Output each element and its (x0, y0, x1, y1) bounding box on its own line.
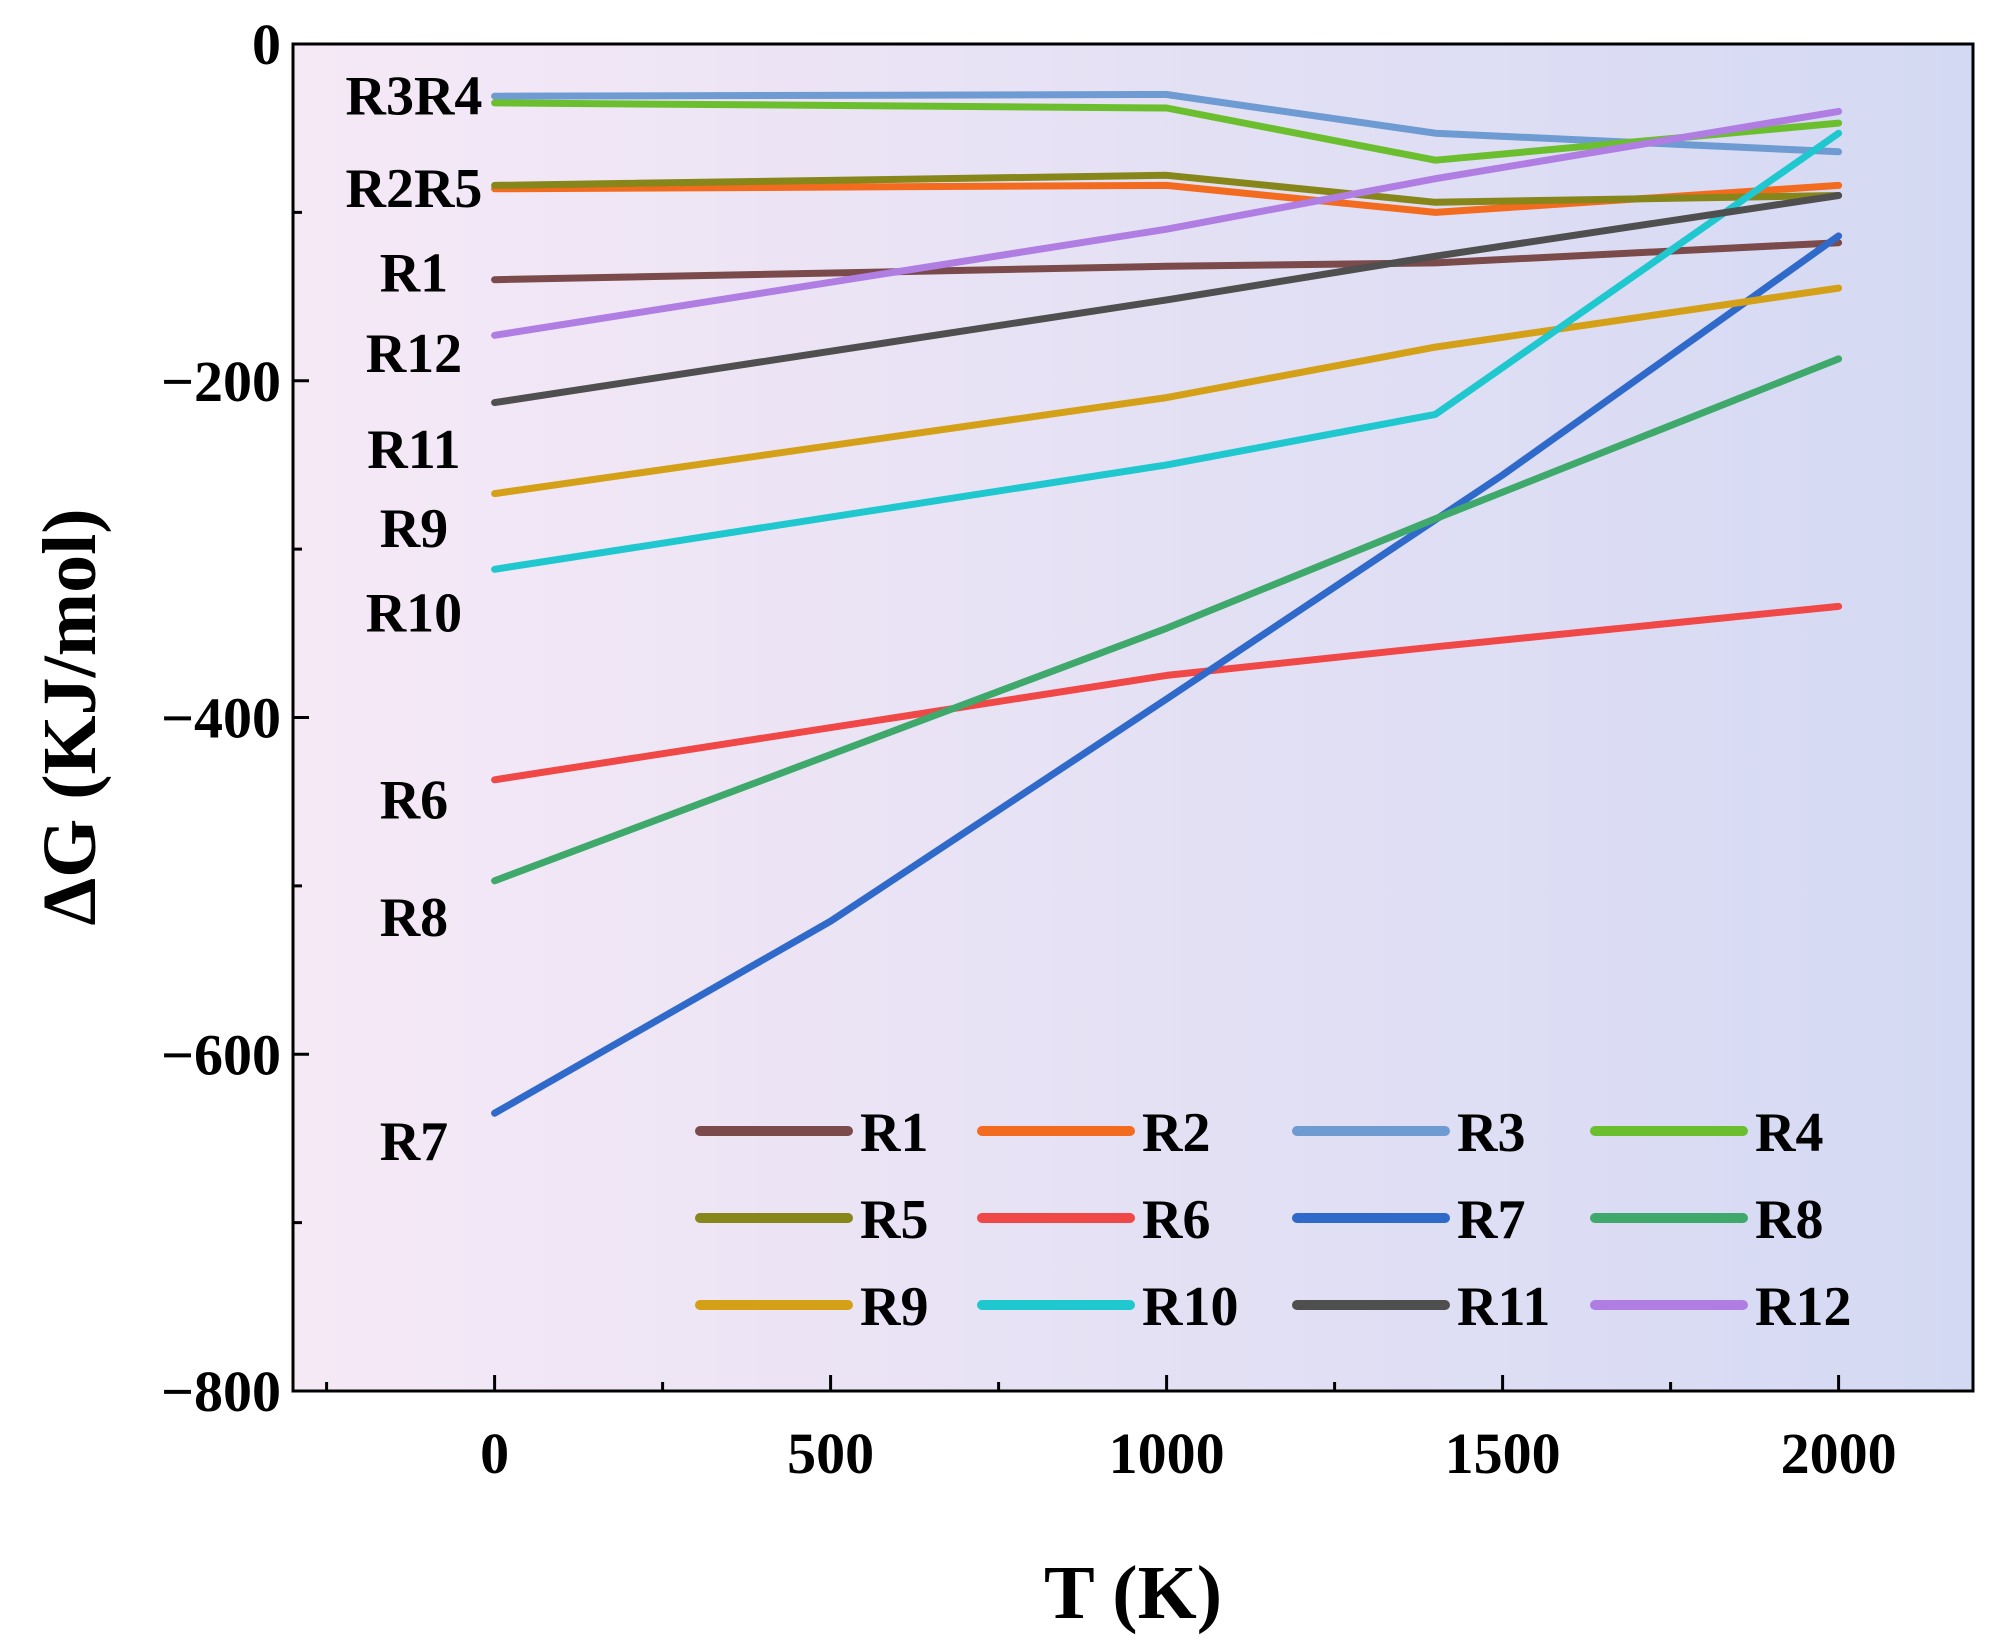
y-tick-label: −400 (161, 686, 281, 751)
legend-label-r10: R10 (1142, 1276, 1238, 1338)
y-tick-label: 0 (252, 12, 281, 77)
curve-label: R9 (380, 498, 448, 560)
series-line-r1 (491, 239, 1843, 284)
legend-label-r11: R11 (1457, 1276, 1550, 1338)
x-tick-label: 500 (787, 1421, 874, 1486)
legend-label-r7: R7 (1457, 1189, 1525, 1251)
legend-label-r4: R4 (1755, 1102, 1823, 1164)
series-line-r5 (491, 171, 1843, 206)
x-tick-label: 1500 (1445, 1421, 1561, 1486)
series-line-r12 (491, 107, 1843, 339)
curve-label: R11 (367, 419, 460, 481)
series-line-r9 (491, 284, 1843, 498)
legend-label-r9: R9 (860, 1276, 928, 1338)
y-tick-label: −800 (161, 1359, 281, 1424)
curve-label: R10 (366, 582, 462, 644)
x-tick-label: 1000 (1109, 1421, 1225, 1486)
curve-label: R1 (380, 242, 448, 304)
curve-label: R2R5 (346, 158, 483, 220)
curve-label: R3R4 (346, 66, 483, 128)
y-tick-label: −600 (161, 1022, 281, 1087)
series-line-r7 (491, 232, 1843, 1117)
curve-label: R6 (380, 769, 448, 831)
legend-label-r12: R12 (1755, 1276, 1851, 1338)
legend-label-r8: R8 (1755, 1189, 1823, 1251)
legend-label-r3: R3 (1457, 1102, 1525, 1164)
y-tick-label: −200 (161, 349, 281, 414)
x-tick-label: 2000 (1781, 1421, 1897, 1486)
legend-label-r6: R6 (1142, 1189, 1210, 1251)
x-axis-title: T (K) (1044, 1551, 1222, 1635)
series-line-r6 (491, 602, 1843, 784)
curve-label: R7 (380, 1111, 448, 1173)
y-axis-title: ΔG (KJ/mol) (28, 508, 112, 925)
series-line-r10 (491, 129, 1843, 573)
series-line-r11 (491, 192, 1843, 407)
x-tick-label: 0 (480, 1421, 509, 1486)
curve-label: R12 (366, 323, 462, 385)
curve-label: R8 (380, 887, 448, 949)
legend-label-r5: R5 (860, 1189, 928, 1251)
series-line-r8 (491, 355, 1843, 885)
legend-label-r1: R1 (860, 1102, 928, 1164)
legend-label-r2: R2 (1142, 1102, 1210, 1164)
